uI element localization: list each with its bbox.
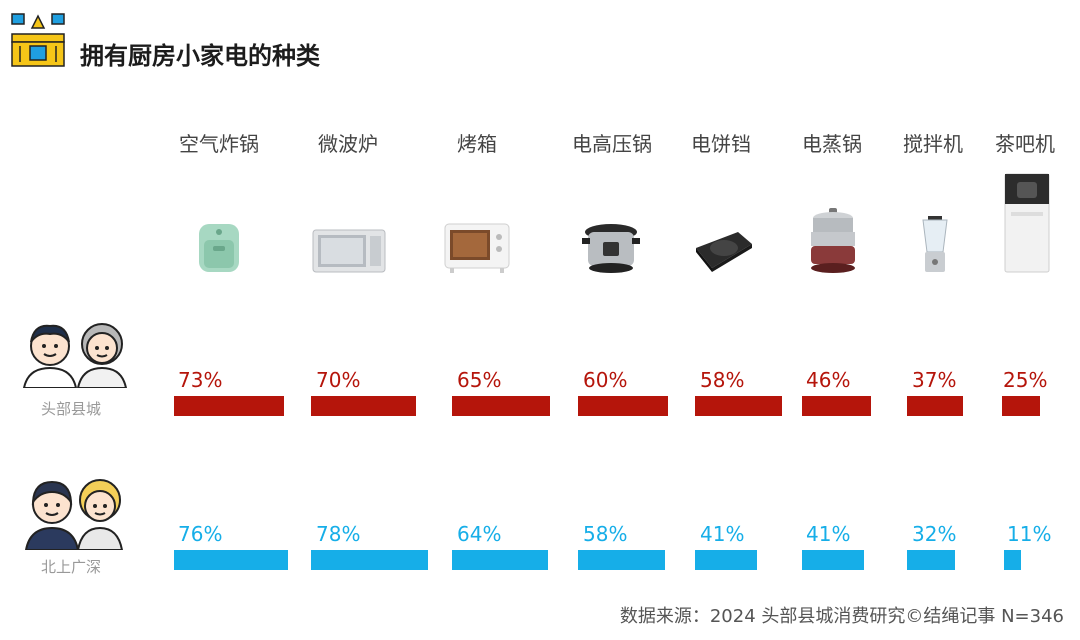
couple-avatar-icon: [22, 323, 128, 388]
category-label: 烤箱: [457, 132, 497, 156]
pressure-cooker-icon: [582, 224, 640, 273]
tea-bar-machine-icon: [1004, 173, 1050, 273]
category-label: 空气炸锅: [179, 132, 259, 156]
bar: [452, 396, 550, 416]
microwave-icon: [312, 229, 386, 273]
data-label: 46%: [806, 368, 851, 392]
category-label: 电高压锅: [572, 132, 652, 156]
couple-avatar-icon: [24, 479, 124, 550]
bar: [311, 396, 416, 416]
category-label: 电蒸锅: [802, 132, 862, 156]
data-label: 11%: [1007, 522, 1052, 546]
category-label: 电饼铛: [691, 132, 751, 156]
data-label: 76%: [178, 522, 223, 546]
electric-steamer-icon: [811, 208, 855, 273]
data-label: 65%: [457, 368, 502, 392]
bar: [1002, 396, 1040, 416]
electric-griddle-icon: [696, 232, 752, 272]
bar: [695, 396, 782, 416]
data-label: 58%: [700, 368, 745, 392]
group-label: 头部县城: [40, 400, 101, 418]
category-label: 茶吧机: [995, 132, 1055, 156]
data-label: 32%: [912, 522, 957, 546]
air-fryer-icon: [199, 224, 239, 272]
data-label: 73%: [178, 368, 223, 392]
bar: [311, 550, 428, 570]
group-label: 北上广深: [40, 558, 101, 576]
bar: [1004, 550, 1021, 570]
bar: [174, 550, 288, 570]
bar: [452, 550, 548, 570]
bar: [907, 396, 963, 416]
data-label: 60%: [583, 368, 628, 392]
bar: [907, 550, 955, 570]
data-label: 25%: [1003, 368, 1048, 392]
kitchen-icon: [11, 13, 65, 67]
data-label: 37%: [912, 368, 957, 392]
source-note: 数据来源：2024 头部县城消费研究©结绳记事 N=346: [619, 606, 1064, 627]
bar: [578, 550, 665, 570]
oven-icon: [444, 223, 510, 273]
data-label: 70%: [316, 368, 361, 392]
data-label: 58%: [583, 522, 628, 546]
bar: [578, 396, 668, 416]
data-label: 41%: [700, 522, 745, 546]
data-label: 78%: [316, 522, 361, 546]
category-label: 微波炉: [318, 132, 378, 156]
bar: [802, 396, 871, 416]
data-label: 41%: [806, 522, 851, 546]
chart-title: 拥有厨房小家电的种类: [80, 42, 320, 70]
category-label: 搅拌机: [903, 132, 963, 156]
blender-icon: [922, 216, 948, 272]
bar: [174, 396, 284, 416]
bar: [695, 550, 757, 570]
bar: [802, 550, 864, 570]
data-label: 64%: [457, 522, 502, 546]
